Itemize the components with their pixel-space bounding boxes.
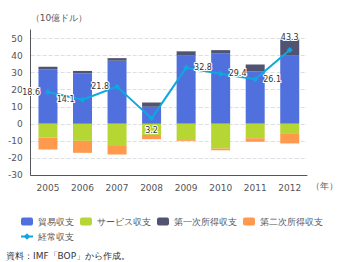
svg-text:3.2: 3.2	[145, 126, 158, 135]
svg-text:第一次所得収支: 第一次所得収支	[174, 217, 237, 227]
svg-text:サービス収支: サービス収支	[97, 217, 151, 227]
svg-text:43.3: 43.3	[281, 33, 299, 42]
svg-text:2005: 2005	[37, 183, 60, 193]
svg-text:0: 0	[17, 119, 23, 129]
svg-text:20: 20	[11, 84, 23, 95]
svg-text:26.1: 26.1	[263, 75, 281, 84]
svg-text:18.6: 18.6	[22, 88, 40, 97]
svg-text:2010: 2010	[209, 183, 232, 193]
svg-text:資料：IMF「BOP」から作成。: 資料：IMF「BOP」から作成。	[6, 251, 130, 261]
svg-text:21.8: 21.8	[91, 82, 109, 91]
svg-text:32.8: 32.8	[194, 63, 212, 72]
svg-text:2009: 2009	[175, 183, 198, 193]
svg-text:30: 30	[11, 68, 23, 78]
svg-text:2008: 2008	[140, 183, 163, 193]
svg-text:経常収支: 経常収支	[37, 232, 74, 242]
svg-text:10: 10	[11, 102, 23, 112]
svg-text:（年）: （年）	[311, 181, 338, 191]
svg-text:29.4: 29.4	[229, 69, 247, 78]
svg-text:-30: -30	[8, 170, 23, 180]
svg-text:50: 50	[11, 34, 23, 44]
svg-text:-10: -10	[8, 136, 23, 146]
svg-text:14.1: 14.1	[57, 95, 75, 104]
svg-text:2012: 2012	[278, 183, 301, 193]
svg-text:-20: -20	[8, 153, 23, 163]
svg-text:2011: 2011	[244, 183, 267, 193]
svg-text:2007: 2007	[106, 183, 129, 193]
svg-text:40: 40	[11, 51, 23, 61]
svg-text:（10億ドル）: （10億ドル）	[31, 13, 87, 23]
svg-text:貿易収支: 貿易収支	[38, 217, 74, 227]
svg-text:第二次所得収支: 第二次所得収支	[260, 217, 323, 227]
svg-text:2006: 2006	[71, 183, 94, 193]
